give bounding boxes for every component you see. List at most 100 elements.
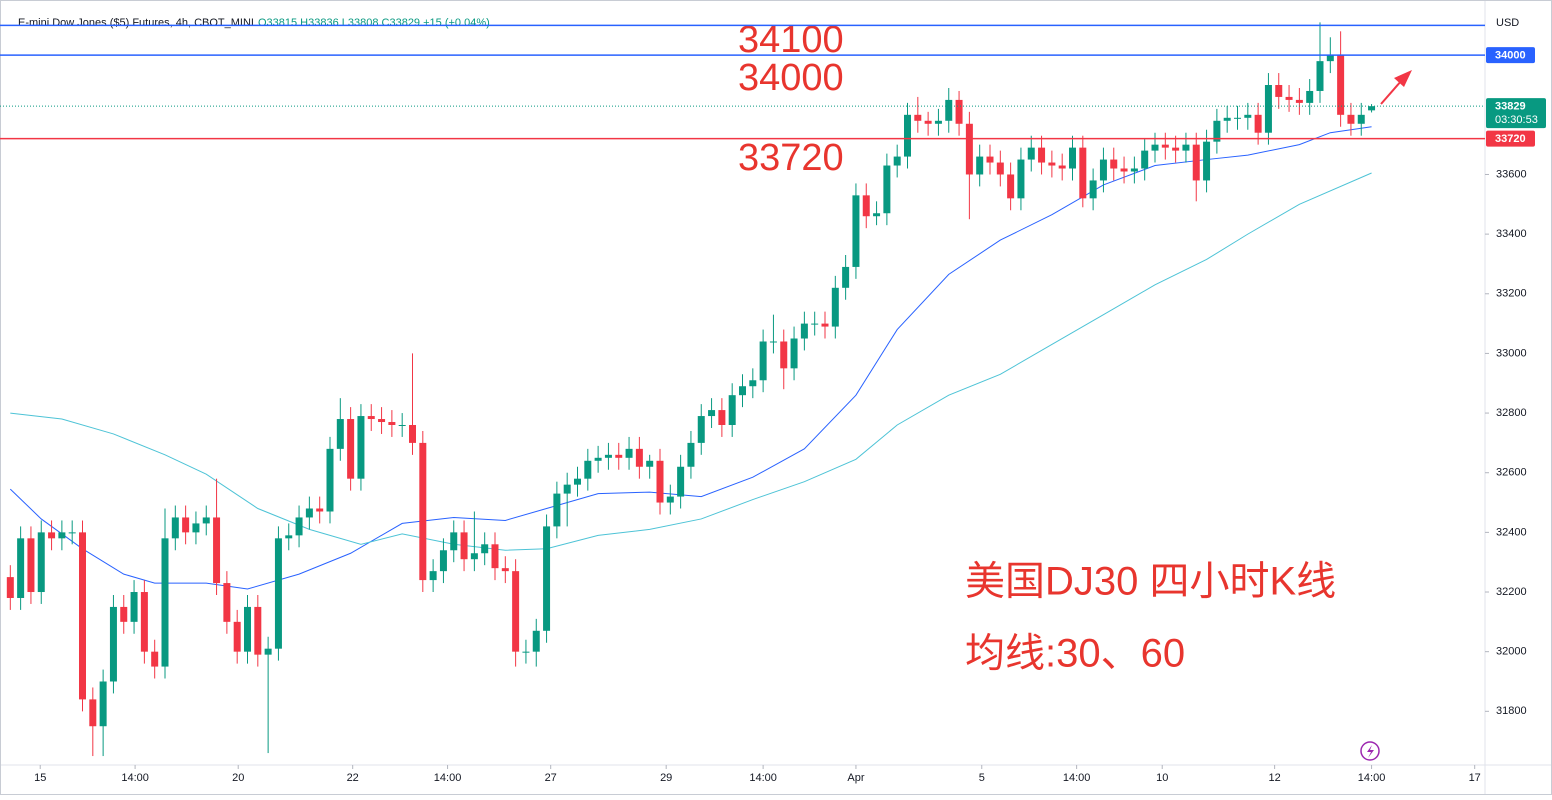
candle-body bbox=[89, 699, 97, 727]
candle-body bbox=[553, 493, 561, 527]
candle-body bbox=[1048, 162, 1056, 166]
candle-body bbox=[1295, 99, 1303, 103]
x-tick-label: 14:00 bbox=[121, 772, 149, 784]
candle-body bbox=[1316, 61, 1324, 91]
candle-body bbox=[1244, 114, 1252, 118]
candle-body bbox=[223, 583, 231, 622]
candle-body bbox=[161, 538, 169, 667]
y-tick-label: 33600 bbox=[1496, 168, 1527, 180]
candle-body bbox=[326, 448, 334, 512]
candle-body bbox=[604, 454, 612, 458]
currency-label: USD bbox=[1496, 17, 1519, 29]
candle-body bbox=[883, 165, 891, 214]
candle-body bbox=[976, 156, 984, 175]
candle-body bbox=[58, 532, 66, 539]
candle-body bbox=[635, 448, 643, 467]
price-tag-label: 34000 bbox=[1495, 50, 1526, 62]
candle-body bbox=[1089, 180, 1097, 199]
price-tag-label: 33720 bbox=[1495, 133, 1526, 145]
candle-body bbox=[708, 410, 716, 417]
candle-body bbox=[140, 592, 148, 652]
price-tag bbox=[1486, 47, 1535, 64]
price-tag bbox=[1486, 130, 1535, 147]
candle-body bbox=[48, 532, 56, 539]
x-tick-label: 14:00 bbox=[1358, 772, 1386, 784]
candle-body bbox=[233, 621, 241, 652]
x-tick-label: 20 bbox=[232, 772, 244, 784]
candle-body bbox=[130, 592, 138, 622]
candle-body bbox=[285, 535, 293, 539]
x-tick-label: 29 bbox=[660, 772, 672, 784]
candle-body bbox=[739, 386, 746, 396]
candle-body bbox=[924, 120, 932, 124]
candle-body bbox=[718, 410, 726, 425]
x-tick-label: 22 bbox=[347, 772, 359, 784]
candle-body bbox=[17, 538, 25, 598]
candle-body bbox=[1234, 117, 1241, 119]
candle-body bbox=[151, 651, 159, 667]
lightning-icon bbox=[1360, 741, 1380, 761]
candle-body bbox=[1182, 144, 1190, 151]
candle-body bbox=[873, 213, 881, 217]
header: E-mini Dow Jones ($5) Futures, 4h, CBOT_… bbox=[18, 17, 490, 29]
y-tick-label: 32800 bbox=[1496, 407, 1527, 419]
candle-body bbox=[378, 419, 386, 423]
candle-body bbox=[615, 454, 623, 458]
y-tick-label: 32600 bbox=[1496, 467, 1527, 479]
candle-body bbox=[656, 460, 664, 503]
candle-body bbox=[27, 538, 35, 593]
x-tick-label: 12 bbox=[1269, 772, 1281, 784]
y-tick-label: 32200 bbox=[1496, 586, 1527, 598]
x-tick-label: 27 bbox=[545, 772, 557, 784]
candle-body bbox=[491, 544, 499, 569]
candle-body bbox=[316, 508, 324, 512]
candle-body bbox=[1027, 147, 1035, 160]
candle-body bbox=[305, 508, 313, 518]
candle-body bbox=[1254, 114, 1262, 133]
candle-body bbox=[99, 681, 107, 727]
candle-body bbox=[1264, 85, 1272, 133]
candle-body bbox=[274, 538, 282, 649]
candle-body bbox=[202, 517, 210, 524]
candle-body bbox=[728, 395, 736, 425]
candle-body bbox=[347, 419, 355, 479]
candle-body bbox=[1099, 159, 1107, 181]
y-tick-label: 31800 bbox=[1496, 705, 1527, 717]
candle-body bbox=[1213, 120, 1221, 142]
candle-body bbox=[295, 517, 303, 536]
candle-body bbox=[532, 630, 540, 652]
candle-body bbox=[481, 544, 489, 554]
ohlc-readout: O33815 H33836 L33808 C33829 +15 (+0.04%) bbox=[258, 17, 490, 29]
candle-body bbox=[934, 120, 942, 124]
candle-body bbox=[512, 571, 520, 652]
candle-body bbox=[759, 341, 767, 381]
candle-body bbox=[862, 195, 870, 217]
candle-body bbox=[264, 648, 272, 655]
candle-body bbox=[1007, 174, 1015, 199]
candle-body bbox=[831, 287, 839, 327]
candle-body bbox=[811, 323, 819, 325]
candle-body bbox=[800, 323, 808, 339]
candle-body bbox=[1161, 144, 1169, 148]
candle-body bbox=[120, 606, 128, 622]
candle-body bbox=[79, 532, 86, 700]
candle-body bbox=[914, 114, 922, 121]
last-price-tag bbox=[1486, 98, 1546, 129]
arrow bbox=[1380, 70, 1412, 105]
candle-body bbox=[852, 195, 860, 267]
y-tick-label: 33000 bbox=[1496, 347, 1527, 359]
candle-body bbox=[1337, 55, 1345, 115]
candle-body bbox=[388, 422, 396, 425]
candle-body bbox=[996, 162, 1004, 175]
candle-body bbox=[1203, 141, 1211, 181]
x-tick-label: Apr bbox=[847, 772, 864, 784]
symbol-title: E-mini Dow Jones ($5) Futures, 4h, CBOT_… bbox=[18, 17, 254, 29]
candle-body bbox=[769, 341, 777, 343]
candle-body bbox=[842, 266, 850, 288]
candle-body bbox=[1058, 165, 1066, 169]
x-tick-label: 15 bbox=[34, 772, 46, 784]
y-tick-label: 33400 bbox=[1496, 228, 1527, 240]
candle-body bbox=[1326, 55, 1334, 62]
candle-body bbox=[470, 553, 478, 560]
